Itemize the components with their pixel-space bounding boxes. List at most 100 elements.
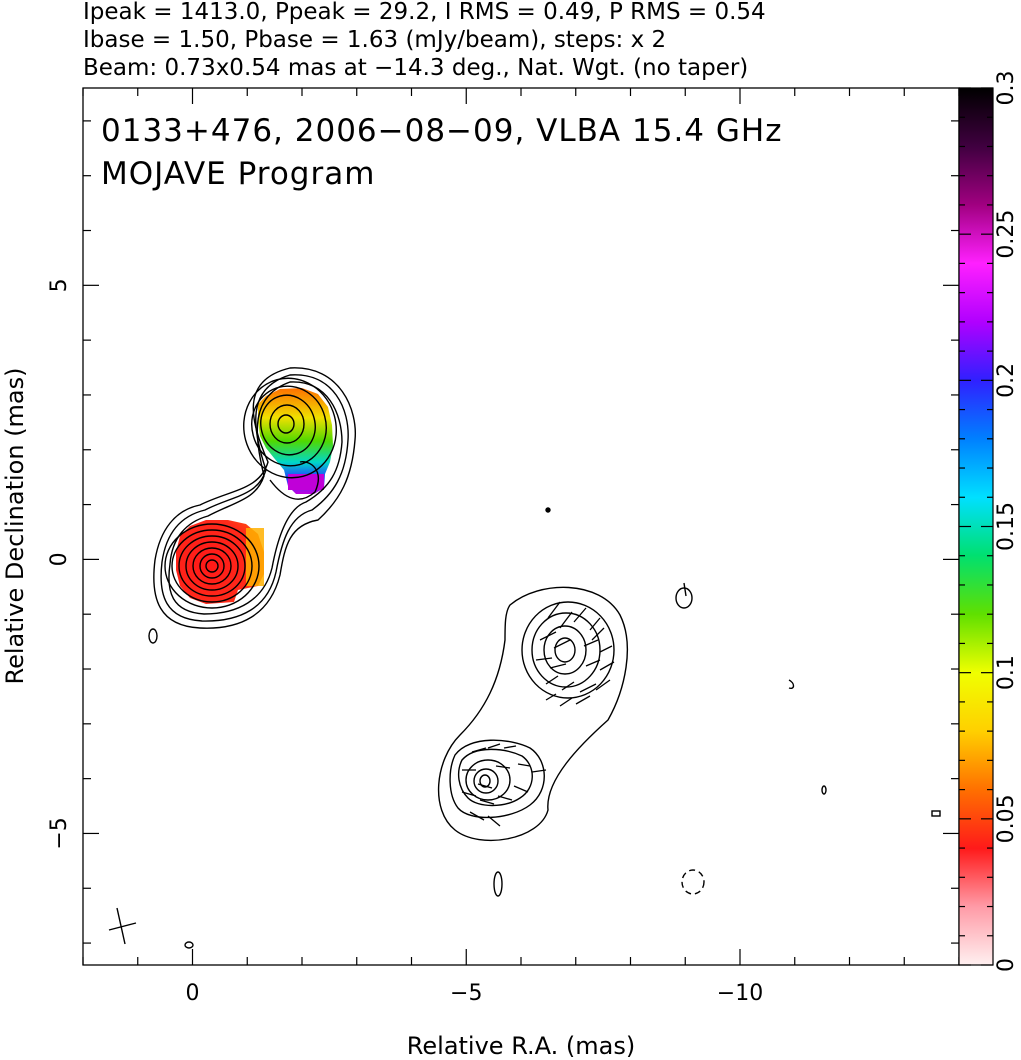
knot-contour-4 <box>269 404 305 444</box>
colorbar-ticks <box>959 87 993 966</box>
noise-dot <box>545 507 551 513</box>
image-lower-contour-4 <box>473 768 499 794</box>
noise-contour <box>681 869 705 895</box>
image-lower-contour-1 <box>449 739 545 819</box>
knot-contour-1 <box>243 377 337 479</box>
colorbar-tick-labels: 0 0.05 0.1 0.15 0.2 0.25 0.3 <box>994 71 1019 973</box>
image-lower-contour-3 <box>465 759 511 801</box>
image-lower-contour-2 <box>457 748 533 807</box>
evpa-stick <box>595 679 611 691</box>
colorbar-tick-label: 0.25 <box>994 210 1019 259</box>
x-axis-tick-labels: 0 −5 −10 <box>186 981 764 1006</box>
total-intensity-contours <box>148 367 941 949</box>
knot-tail-contour <box>269 461 319 500</box>
evpa-stick <box>487 815 501 827</box>
evpa-stick <box>599 661 615 671</box>
chart-subtitle: MOJAVE Program <box>101 156 375 192</box>
colorbar-tick-label: 0.2 <box>994 363 1019 398</box>
polarization-vectors <box>461 601 615 827</box>
x-axis-ticks <box>82 88 960 965</box>
knot-contour-5 <box>277 414 295 434</box>
core-edge-polarization <box>246 528 264 586</box>
y-axis-ticks <box>83 120 959 944</box>
y-tick-label: 5 <box>47 278 72 292</box>
beam-marker <box>108 907 137 945</box>
evpa-stick <box>545 693 557 701</box>
colorbar-tick-label: 0.15 <box>994 502 1019 551</box>
image-upper-contour-1 <box>521 601 615 699</box>
contour-envelope-3 <box>168 381 343 615</box>
evpa-stick <box>599 645 613 653</box>
evpa-stick <box>585 659 601 667</box>
evpa-stick <box>471 747 487 753</box>
header-base-line: Ibase = 1.50, Pbase = 1.63 (mJy/beam), s… <box>83 27 666 53</box>
evpa-stick <box>583 639 599 647</box>
evpa-stick <box>559 611 573 629</box>
knot-contour-2 <box>251 385 327 467</box>
evpa-stick <box>561 681 575 691</box>
evpa-stick <box>517 763 531 767</box>
chart-title: 0133+476, 2006−08−09, VLBA 15.4 GHz <box>101 113 782 149</box>
noise-contour <box>184 941 194 949</box>
noise-contour <box>493 871 503 897</box>
x-tick-label: −5 <box>450 981 482 1006</box>
y-tick-label: −5 <box>47 817 72 849</box>
noise-contour <box>148 628 158 644</box>
colorbar-tick-label: 0.05 <box>994 794 1019 843</box>
image-upper-contour-2 <box>531 612 601 688</box>
y-axis-tick-labels: −5 0 5 <box>47 278 72 849</box>
evpa-stick <box>461 791 477 797</box>
core-contour-7 <box>205 559 219 573</box>
evpa-stick <box>495 765 511 769</box>
noise-contour <box>821 785 827 795</box>
image-upper-contour-3 <box>543 625 587 675</box>
colorbar: 0 0.05 0.1 0.15 0.2 0.25 0.3 <box>958 71 1019 973</box>
evpa-stick <box>579 683 597 693</box>
evpa-stick <box>549 663 567 669</box>
image-upper-contour-4 <box>554 637 576 663</box>
noise-contour <box>675 587 693 609</box>
evpa-stick <box>575 695 591 705</box>
core-contour-6 <box>199 553 225 579</box>
noise-contour <box>931 810 941 817</box>
evpa-stick <box>477 783 493 789</box>
noise-contour <box>683 582 687 597</box>
noise-contour <box>788 679 795 690</box>
x-axis-label: Relative R.A. (mas) <box>407 1032 635 1060</box>
evpa-stick <box>559 697 573 707</box>
image-outer-contour <box>437 586 629 842</box>
evpa-stick <box>503 745 517 749</box>
evpa-stick <box>545 675 559 685</box>
evpa-stick <box>553 639 571 649</box>
colorbar-tick-label: 0 <box>994 958 1019 972</box>
core-contour-1 <box>164 523 260 609</box>
evpa-stick <box>573 607 587 623</box>
core-contour-3 <box>178 535 246 597</box>
evpa-stick <box>589 617 601 631</box>
core-contour-2 <box>171 529 253 603</box>
image-lower-contour-5 <box>479 774 491 788</box>
knot-contour-3 <box>260 394 316 456</box>
core-contour-4 <box>185 541 239 591</box>
x-tick-label: 0 <box>186 981 200 1006</box>
x-tick-label: −10 <box>717 981 763 1006</box>
header-stats-line: Ipeak = 1413.0, Ppeak = 29.2, I RMS = 0.… <box>83 0 766 25</box>
evpa-stick <box>469 811 485 821</box>
evpa-stick <box>539 631 557 641</box>
colorbar-tick-label: 0.3 <box>994 71 1019 106</box>
evpa-stick <box>497 795 513 801</box>
evpa-stick <box>591 627 605 641</box>
evpa-stick <box>547 601 561 619</box>
core-polarization-region <box>176 520 264 604</box>
core-contour-5 <box>192 547 232 585</box>
evpa-stick <box>535 657 553 661</box>
y-tick-label: 0 <box>47 552 72 566</box>
evpa-stick <box>487 743 501 749</box>
y-axis-label: Relative Declination (mas) <box>1 367 29 684</box>
evpa-stick <box>513 785 529 793</box>
colorbar-tick-label: 0.1 <box>994 655 1019 690</box>
header-beam-line: Beam: 0.73x0.54 mas at −14.3 deg., Nat. … <box>83 55 748 81</box>
evpa-stick <box>531 769 547 773</box>
evpa-stick <box>479 799 495 805</box>
